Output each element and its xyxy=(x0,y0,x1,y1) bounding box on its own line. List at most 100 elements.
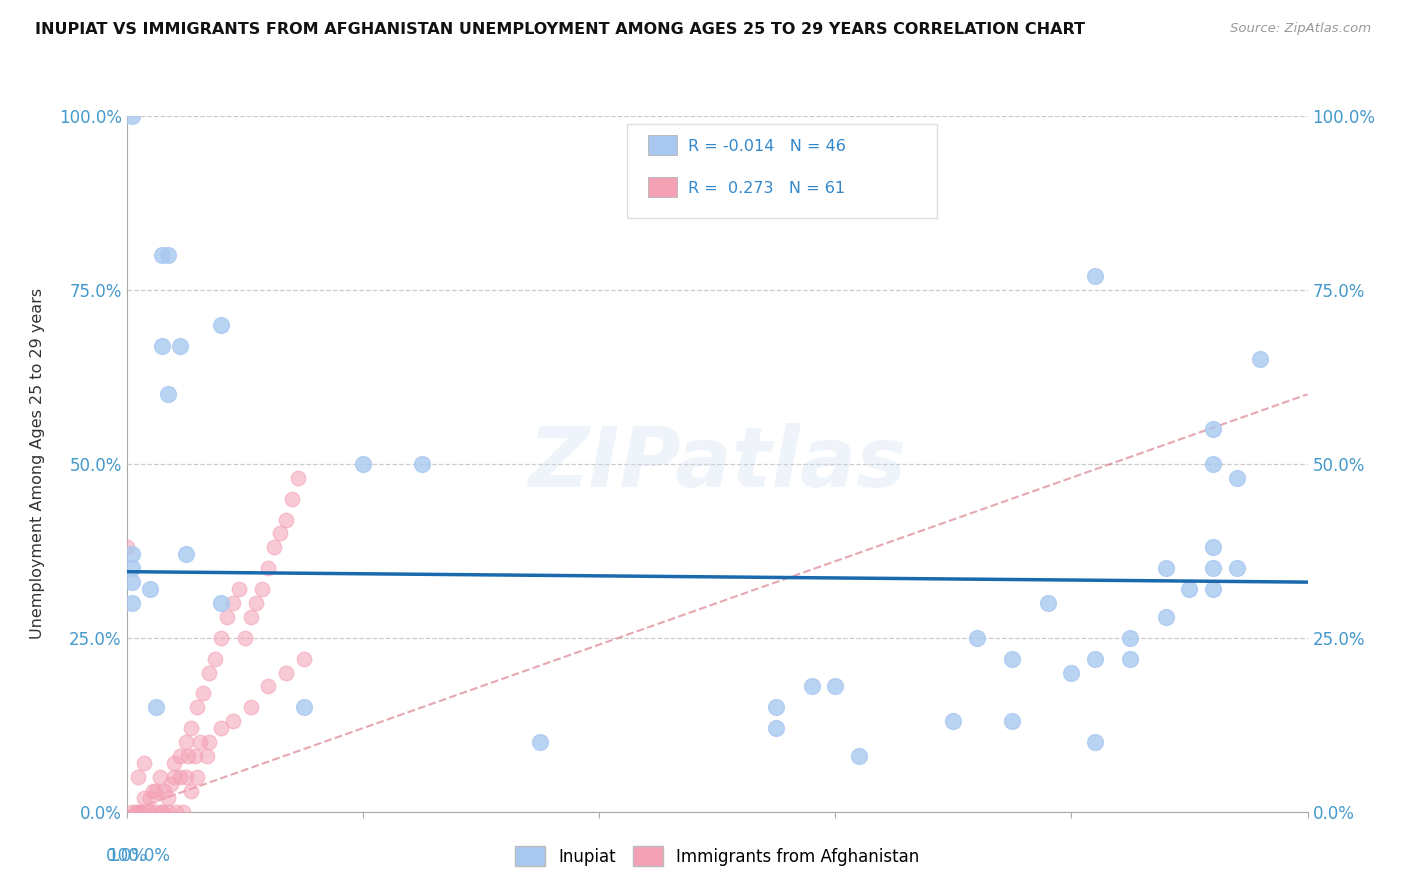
Point xyxy=(121,596,143,610)
Point xyxy=(274,665,297,680)
Point xyxy=(198,665,221,680)
Point xyxy=(169,749,191,764)
Point xyxy=(150,805,173,819)
Point xyxy=(150,338,173,352)
Point xyxy=(1202,457,1225,471)
Point xyxy=(186,770,208,784)
Point xyxy=(269,526,291,541)
Point xyxy=(121,575,143,590)
Point xyxy=(153,784,176,798)
Point xyxy=(156,790,179,805)
Point xyxy=(1202,422,1225,436)
Text: 0.0%: 0.0% xyxy=(105,847,148,864)
Point xyxy=(1119,651,1142,665)
Point xyxy=(1154,610,1177,624)
Y-axis label: Unemployment Among Ages 25 to 29 years: Unemployment Among Ages 25 to 29 years xyxy=(30,288,45,640)
Point xyxy=(287,471,309,485)
Point xyxy=(145,784,167,798)
Point xyxy=(1249,352,1271,367)
Point xyxy=(274,512,297,526)
Point xyxy=(169,338,191,352)
Point xyxy=(1202,561,1225,575)
Point xyxy=(233,631,256,645)
Point xyxy=(180,784,202,798)
Point xyxy=(139,805,162,819)
Text: R = -0.014   N = 46: R = -0.014 N = 46 xyxy=(688,139,845,154)
Point xyxy=(352,457,374,471)
Point xyxy=(188,735,211,749)
Point xyxy=(172,805,194,819)
Point xyxy=(966,631,988,645)
Point xyxy=(239,700,262,714)
Point xyxy=(1036,596,1059,610)
Point xyxy=(198,735,221,749)
Point xyxy=(186,700,208,714)
Point xyxy=(180,721,202,735)
Point xyxy=(1001,714,1024,729)
Point xyxy=(1084,735,1107,749)
Point xyxy=(121,805,143,819)
Point xyxy=(204,651,226,665)
Point xyxy=(209,596,232,610)
Point xyxy=(263,541,285,555)
Point xyxy=(141,784,163,798)
Point xyxy=(222,596,245,610)
Point xyxy=(1226,561,1249,575)
Point xyxy=(184,749,207,764)
Point xyxy=(765,721,787,735)
Point xyxy=(765,700,787,714)
Point xyxy=(209,318,232,332)
Point xyxy=(1084,268,1107,283)
Point xyxy=(1178,582,1201,596)
Point xyxy=(209,631,232,645)
Point xyxy=(139,582,162,596)
Point xyxy=(1119,631,1142,645)
Point xyxy=(281,491,304,506)
Point xyxy=(125,805,148,819)
Point xyxy=(292,700,315,714)
Point xyxy=(942,714,965,729)
Point xyxy=(228,582,250,596)
Point xyxy=(222,714,245,729)
Point xyxy=(174,547,197,561)
Point xyxy=(252,582,274,596)
Point xyxy=(1084,651,1107,665)
Point xyxy=(1202,582,1225,596)
Point xyxy=(156,387,179,401)
Point xyxy=(1060,665,1083,680)
Text: Source: ZipAtlas.com: Source: ZipAtlas.com xyxy=(1230,22,1371,36)
Point xyxy=(193,686,215,700)
Text: INUPIAT VS IMMIGRANTS FROM AFGHANISTAN UNEMPLOYMENT AMONG AGES 25 TO 29 YEARS CO: INUPIAT VS IMMIGRANTS FROM AFGHANISTAN U… xyxy=(35,22,1085,37)
Point xyxy=(145,700,167,714)
Point xyxy=(411,457,433,471)
Point xyxy=(156,248,179,262)
Point xyxy=(174,770,197,784)
Point xyxy=(257,680,280,694)
Point xyxy=(136,805,159,819)
Point xyxy=(239,610,262,624)
Point xyxy=(165,805,187,819)
Point xyxy=(145,805,167,819)
Text: ZIPatlas: ZIPatlas xyxy=(529,424,905,504)
Point xyxy=(800,680,823,694)
Text: 100.0%: 100.0% xyxy=(107,847,170,864)
Point xyxy=(1154,561,1177,575)
Text: R =  0.273   N = 61: R = 0.273 N = 61 xyxy=(688,181,845,196)
Point xyxy=(1226,471,1249,485)
Point xyxy=(1001,651,1024,665)
Point xyxy=(150,805,173,819)
Point xyxy=(174,735,197,749)
Point xyxy=(156,805,179,819)
Point xyxy=(1202,541,1225,555)
Point xyxy=(257,561,280,575)
Point xyxy=(848,749,870,764)
Point xyxy=(150,248,173,262)
Point xyxy=(134,790,156,805)
Point xyxy=(177,749,200,764)
Point xyxy=(115,541,138,555)
Point xyxy=(121,547,143,561)
Point xyxy=(292,651,315,665)
Point xyxy=(121,561,143,575)
Point xyxy=(195,749,218,764)
Point xyxy=(529,735,551,749)
